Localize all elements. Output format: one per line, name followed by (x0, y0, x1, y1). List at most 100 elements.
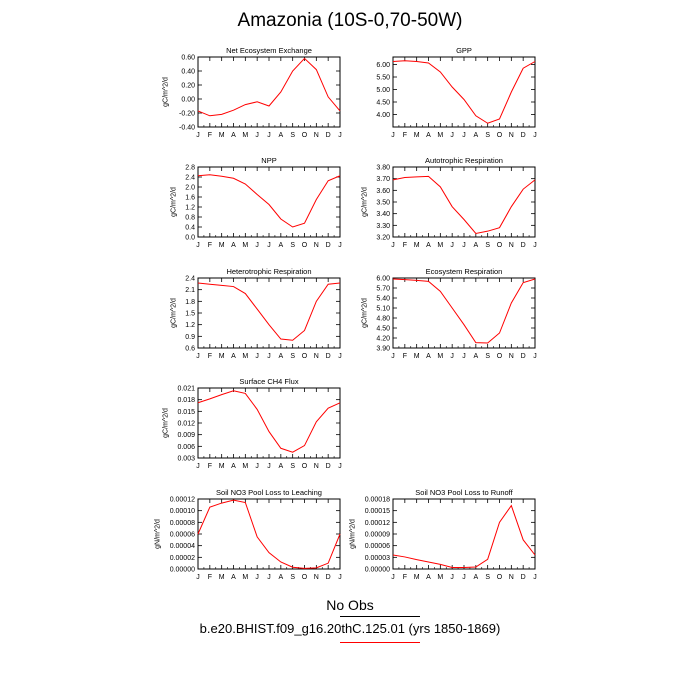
x-tick-label: A (473, 353, 478, 360)
x-tick-label: N (314, 463, 319, 470)
x-tick-label: J (533, 353, 537, 360)
x-tick-label: M (414, 574, 420, 581)
x-tick-label: J (255, 574, 259, 581)
y-tick-label: 0.40 (181, 69, 195, 76)
y-tick-label: 4.00 (376, 112, 390, 119)
y-tick-label: 5.10 (376, 306, 390, 313)
x-tick-label: A (278, 353, 283, 360)
panel-title: Ecosystem Respiration (426, 267, 503, 276)
x-tick-label: A (278, 242, 283, 249)
x-tick-label: J (196, 574, 200, 581)
x-tick-label: D (521, 574, 526, 581)
x-tick-label: J (196, 353, 200, 360)
y-tick-label: 3.90 (376, 346, 390, 353)
panel-title: Autotrophic Respiration (425, 156, 503, 165)
x-tick-label: F (208, 353, 212, 360)
x-tick-label: F (403, 574, 407, 581)
y-tick-label: 1.6 (185, 195, 195, 202)
x-tick-label: J (267, 132, 271, 139)
x-tick-label: J (338, 242, 342, 249)
plot-frame (392, 56, 536, 128)
y-tick-label: 5.00 (376, 87, 390, 94)
x-tick-label: A (231, 463, 236, 470)
y-tick-label: 0.4 (185, 225, 195, 232)
x-tick-label: J (391, 242, 395, 249)
y-tick-label: 0.8 (185, 215, 195, 222)
x-tick-label: A (473, 574, 478, 581)
x-tick-label: S (485, 132, 490, 139)
y-tick-label: 1.5 (185, 311, 195, 318)
x-tick-label: A (278, 463, 283, 470)
x-tick-label: J (196, 132, 200, 139)
x-tick-label: O (302, 463, 308, 470)
x-tick-label: D (326, 242, 331, 249)
x-tick-label: A (473, 242, 478, 249)
plot-frame (197, 387, 341, 459)
x-tick-label: J (196, 242, 200, 249)
panel-title: Soil NO3 Pool Loss to Runoff (415, 488, 513, 497)
x-tick-label: N (509, 353, 514, 360)
x-tick-label: J (462, 242, 466, 249)
x-tick-label: N (509, 574, 514, 581)
x-tick-label: A (426, 574, 431, 581)
plot-frame (197, 498, 341, 570)
x-tick-label: F (208, 463, 212, 470)
x-tick-label: J (450, 242, 454, 249)
y-tick-label: 4.50 (376, 100, 390, 107)
y-axis-label: gN/m^2/d (154, 519, 161, 549)
y-tick-label: 1.2 (185, 322, 195, 329)
legend-obs-line (340, 616, 420, 617)
x-tick-label: D (326, 353, 331, 360)
x-tick-label: A (231, 242, 236, 249)
y-tick-label: 3.20 (376, 235, 390, 242)
y-tick-label: 0.0 (185, 235, 195, 242)
x-tick-label: F (403, 242, 407, 249)
x-tick-label: A (231, 353, 236, 360)
y-tick-label: 3.80 (376, 165, 390, 172)
x-tick-label: A (426, 242, 431, 249)
y-tick-label: 0.00008 (170, 520, 195, 527)
x-tick-label: J (267, 574, 271, 581)
x-tick-label: D (326, 574, 331, 581)
x-tick-label: M (219, 463, 225, 470)
x-tick-label: O (302, 132, 308, 139)
series-line (392, 60, 536, 124)
x-tick-label: F (403, 132, 407, 139)
x-tick-label: O (302, 242, 308, 249)
y-tick-label: 0.012 (177, 421, 195, 428)
x-tick-label: J (533, 242, 537, 249)
y-tick-label: 0.00015 (365, 508, 390, 515)
x-tick-label: O (302, 353, 308, 360)
x-tick-label: M (219, 574, 225, 581)
y-tick-label: 3.30 (376, 223, 390, 230)
x-tick-label: N (509, 132, 514, 139)
x-tick-label: O (497, 132, 503, 139)
y-tick-label: 0.00000 (365, 567, 390, 574)
x-tick-label: D (521, 353, 526, 360)
x-tick-label: D (326, 463, 331, 470)
y-tick-label: 4.20 (376, 336, 390, 343)
x-tick-label: J (338, 132, 342, 139)
x-tick-label: J (462, 353, 466, 360)
x-tick-label: O (497, 353, 503, 360)
y-tick-label: 0.00002 (170, 555, 195, 562)
x-tick-label: A (278, 574, 283, 581)
y-axis-label: gN/m^2/d (349, 519, 356, 549)
x-tick-label: M (414, 132, 420, 139)
x-tick-label: M (437, 574, 443, 581)
y-tick-label: 0.00003 (365, 555, 390, 562)
x-tick-label: J (267, 353, 271, 360)
y-tick-label: -0.20 (179, 111, 195, 118)
y-tick-label: 4.50 (376, 326, 390, 333)
x-tick-label: M (414, 353, 420, 360)
x-tick-label: J (450, 353, 454, 360)
x-tick-label: J (450, 574, 454, 581)
x-tick-label: J (255, 463, 259, 470)
x-tick-label: M (219, 132, 225, 139)
y-tick-label: 0.00006 (365, 543, 390, 550)
